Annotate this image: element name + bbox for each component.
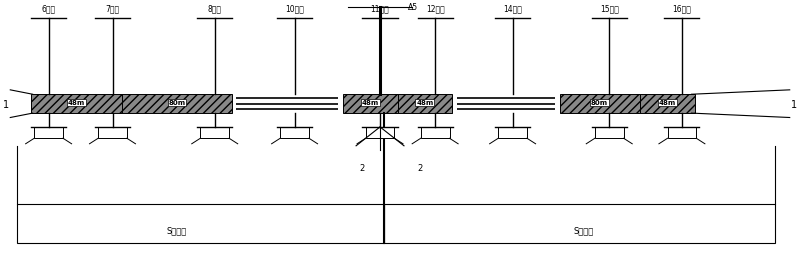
Bar bbox=[498, 128, 527, 139]
Text: 8号墓: 8号墓 bbox=[208, 4, 222, 13]
Text: 2: 2 bbox=[418, 164, 423, 173]
Bar bbox=[384, 204, 775, 243]
Text: S大里程: S大里程 bbox=[574, 225, 594, 234]
Text: 80m: 80m bbox=[591, 100, 608, 106]
Bar bbox=[639, 95, 695, 114]
Bar bbox=[280, 128, 309, 139]
Bar bbox=[398, 95, 452, 114]
Text: 10号墓: 10号墓 bbox=[285, 4, 304, 13]
Bar bbox=[17, 204, 384, 243]
Text: 7号墓: 7号墓 bbox=[106, 4, 119, 13]
Text: 11号墓: 11号墓 bbox=[370, 4, 390, 13]
Text: Δ5: Δ5 bbox=[408, 3, 418, 12]
Text: 1: 1 bbox=[791, 99, 798, 109]
Text: 1: 1 bbox=[2, 99, 9, 109]
Bar bbox=[421, 128, 450, 139]
Bar bbox=[560, 95, 639, 114]
Text: 16号墓: 16号墓 bbox=[673, 4, 691, 13]
Text: 2: 2 bbox=[360, 164, 365, 173]
Bar bbox=[34, 128, 63, 139]
Text: 48m: 48m bbox=[68, 100, 85, 106]
Bar bbox=[200, 128, 229, 139]
Bar bbox=[366, 128, 394, 139]
Bar bbox=[667, 128, 696, 139]
Bar bbox=[98, 128, 127, 139]
Bar bbox=[31, 95, 122, 114]
Text: 14号墓: 14号墓 bbox=[503, 4, 522, 13]
Text: 48m: 48m bbox=[416, 100, 434, 106]
Text: 80m: 80m bbox=[169, 100, 186, 106]
Text: 48m: 48m bbox=[362, 100, 379, 106]
Bar bbox=[342, 95, 398, 114]
Text: 12号墓: 12号墓 bbox=[426, 4, 445, 13]
Text: 15号墓: 15号墓 bbox=[600, 4, 618, 13]
Text: 48m: 48m bbox=[659, 100, 676, 106]
Bar bbox=[122, 95, 232, 114]
Text: 6号墓: 6号墓 bbox=[42, 4, 56, 13]
Text: S小里程: S小里程 bbox=[166, 225, 186, 234]
Bar bbox=[595, 128, 624, 139]
